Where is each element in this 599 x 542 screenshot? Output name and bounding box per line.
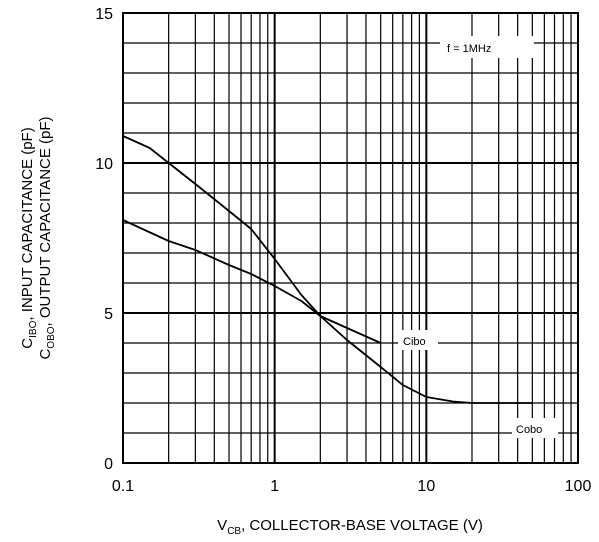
plot-frame — [122, 12, 579, 464]
x-tick-label: 10 — [417, 478, 435, 495]
y-tick-label: 5 — [104, 306, 113, 323]
cobo-label: Cobo — [516, 424, 542, 436]
y-tick-label: 0 — [104, 456, 113, 473]
y-axis-title-line2: COBO, OUTPUT CAPACITANCE (pF) — [37, 116, 57, 359]
curve-labels: Cibo Cobo f = 1MHz — [398, 36, 558, 438]
series-cibo-line — [122, 135, 382, 344]
y-tick-label: 10 — [95, 156, 113, 173]
frequency-annotation-box — [440, 36, 534, 58]
grid — [123, 13, 578, 463]
x-tick-label: 100 — [565, 478, 592, 495]
cibo-label: Cibo — [403, 336, 426, 348]
series-cobo-line — [122, 219, 533, 404]
x-axis-title: VCB, COLLECTOR-BASE VOLTAGE (V) — [217, 517, 483, 537]
x-tick-label: 0.1 — [112, 478, 134, 495]
x-tick-label: 1 — [270, 478, 279, 495]
cobo-label-box — [512, 418, 558, 438]
tick-labels: 0.1 1 10 100 0 5 10 15 — [95, 6, 591, 495]
series-lines — [122, 135, 533, 404]
y-axis-title-line1: CIBO, INPUT CAPACITANCE (pF) — [19, 127, 39, 348]
frequency-annotation: f = 1MHz — [447, 43, 491, 55]
y-tick-label: 15 — [95, 6, 113, 23]
cibo-label-box — [398, 330, 438, 350]
